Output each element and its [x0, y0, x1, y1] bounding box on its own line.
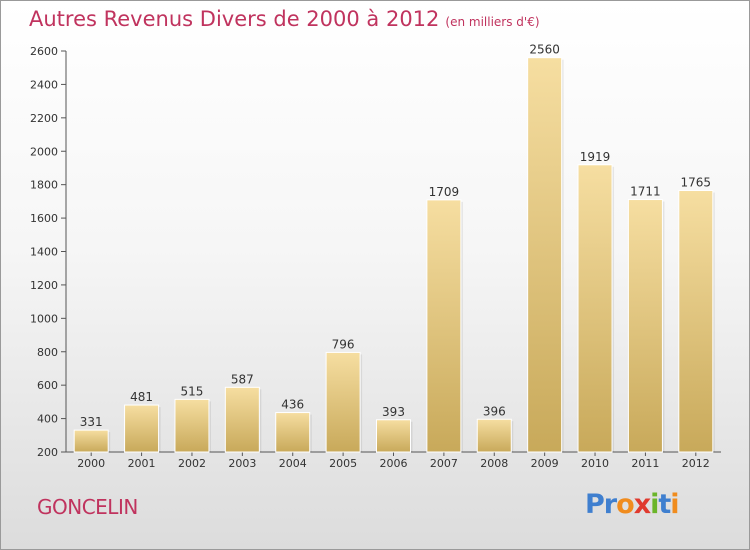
x-tick-label: 2012 — [682, 457, 710, 470]
x-tick-label: 2011 — [631, 457, 659, 470]
chart-labels: 2000 331 2001 481 2002 515 2003 587 2004 436 2005 7… — [77, 43, 711, 470]
y-tick-label: 1200 — [30, 279, 58, 292]
chart-axes: 200 400 600 800 1000 1200 1400 1600 1800 2000 2200… — [30, 45, 721, 459]
x-tick-label: 2000 — [77, 457, 105, 470]
chart-title-main: Autres Revenus Divers de 2000 à 2012 — [29, 7, 440, 31]
bar — [124, 404, 160, 453]
chart-title-unit: (en milliers d'€) — [445, 15, 540, 29]
data-label: 481 — [130, 390, 153, 404]
y-tick-label: 2000 — [30, 145, 58, 158]
logo-letter: P — [585, 489, 605, 520]
data-label: 1919 — [580, 150, 611, 164]
x-tick-label: 2006 — [380, 457, 408, 470]
logo-letter: i — [650, 489, 659, 520]
x-tick-label: 2002 — [178, 457, 206, 470]
data-label: 1711 — [630, 185, 661, 199]
chart-title: Autres Revenus Divers de 2000 à 2012 (en … — [29, 7, 540, 31]
logo-letter: i — [670, 489, 679, 520]
bar — [73, 429, 109, 453]
y-tick-label: 400 — [37, 413, 58, 426]
chart-bars — [73, 57, 715, 453]
x-tick-label: 2005 — [329, 457, 357, 470]
y-tick-label: 200 — [37, 446, 58, 459]
bar — [678, 190, 714, 453]
y-tick-label: 600 — [37, 379, 58, 392]
y-tick-label: 2200 — [30, 112, 58, 125]
location-label: GONCELIN — [37, 495, 138, 519]
y-tick-label: 2600 — [30, 45, 58, 58]
bar — [174, 398, 210, 453]
y-tick-label: 800 — [37, 346, 58, 359]
data-label: 436 — [281, 398, 304, 412]
bar — [527, 57, 563, 453]
y-tick-label: 1800 — [30, 179, 58, 192]
data-label: 2560 — [529, 43, 560, 57]
x-tick-label: 2004 — [279, 457, 307, 470]
x-tick-label: 2010 — [581, 457, 609, 470]
bar — [275, 412, 311, 453]
bar — [224, 386, 260, 453]
x-tick-label: 2001 — [128, 457, 156, 470]
bar — [627, 199, 663, 453]
data-label: 796 — [332, 337, 355, 351]
x-tick-label: 2008 — [480, 457, 508, 470]
data-label: 1765 — [681, 176, 712, 190]
logo-letter: t — [658, 489, 671, 520]
data-label: 587 — [231, 372, 254, 386]
proxiti-logo: Proxiti — [585, 489, 680, 520]
logo-letter: x — [633, 489, 651, 520]
logo-letter: o — [616, 489, 635, 520]
data-label: 393 — [382, 405, 405, 419]
bar — [325, 351, 361, 453]
y-tick-label: 1600 — [30, 212, 58, 225]
x-tick-label: 2003 — [228, 457, 256, 470]
y-tick-label: 1000 — [30, 312, 58, 325]
data-label: 331 — [80, 415, 103, 429]
bar — [577, 164, 613, 453]
logo-letter: r — [603, 489, 617, 520]
data-label: 1709 — [429, 185, 460, 199]
data-label: 396 — [483, 404, 506, 418]
bar — [426, 199, 462, 453]
y-tick-label: 1400 — [30, 246, 58, 259]
x-tick-label: 2009 — [531, 457, 559, 470]
bar — [376, 419, 411, 453]
data-label: 515 — [181, 384, 204, 398]
x-tick-label: 2007 — [430, 457, 458, 470]
y-tick-label: 2400 — [30, 78, 58, 91]
bar — [476, 418, 512, 453]
